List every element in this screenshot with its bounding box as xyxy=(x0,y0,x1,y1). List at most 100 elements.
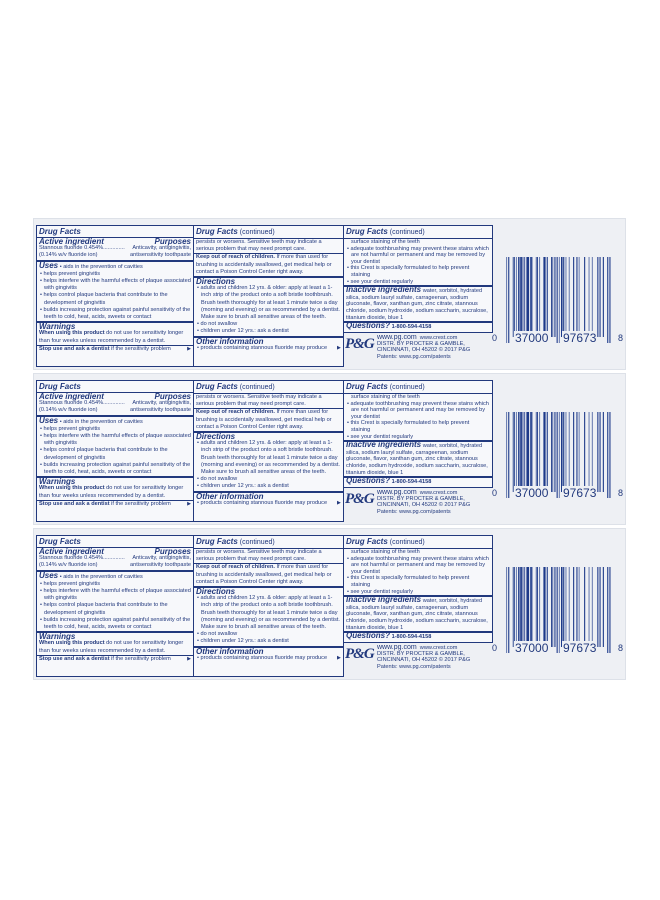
barcode-bar xyxy=(607,257,609,343)
barcode-bar xyxy=(543,257,545,337)
pg-logo: P&G xyxy=(345,336,375,352)
barcode-bar xyxy=(530,257,532,337)
barcode-bar xyxy=(518,412,520,492)
other-information-heading: Other information xyxy=(196,646,264,656)
barcode-bar xyxy=(554,257,556,337)
barcode-bar xyxy=(584,567,586,647)
drug-facts-column-3: Drug Facts (continued) surface staining … xyxy=(343,225,493,333)
other-information-continued: surface staining of the teeth xyxy=(351,394,420,400)
barcode-check-digit: 8 xyxy=(618,333,624,343)
barcode-bar xyxy=(536,257,538,337)
drug-facts-title: Drug Facts xyxy=(39,227,81,236)
purpose: antisensitivity toothpaste xyxy=(130,562,191,569)
barcode-bar xyxy=(576,257,578,337)
active-ingredient-heading: Active ingredient xyxy=(39,392,104,401)
inactive-ingredients: Inactive ingredients water, sorbitol, hy… xyxy=(346,595,488,631)
barcode-bar xyxy=(521,567,523,647)
barcode-left-group: 37000 xyxy=(514,486,550,500)
barcode-bar xyxy=(609,567,611,653)
use-item: • helps interfere with the harmful effec… xyxy=(40,433,191,447)
active-ingredient: Stannous fluoride 0.454%.............. xyxy=(39,400,125,407)
barcode-bar xyxy=(544,257,546,337)
barcode-bar xyxy=(602,412,604,492)
keep-out-of-reach: Keep out of reach of children. If more t… xyxy=(196,254,332,275)
drug-facts-continued-title: Drug Facts (continued) xyxy=(196,382,275,391)
warnings-heading: Warnings xyxy=(39,632,76,642)
barcode-bar xyxy=(578,412,580,492)
barcode-bar xyxy=(552,257,554,337)
other-information-item: • this Crest is specially formulated to … xyxy=(347,265,470,278)
other-information-item: • this Crest is specially formulated to … xyxy=(347,420,470,433)
warnings-heading: Warnings xyxy=(39,477,76,487)
barcode-bar xyxy=(568,412,570,492)
barcode-bar xyxy=(591,567,593,647)
direction-item: • adults and children 12 yrs. & older: a… xyxy=(197,285,340,321)
barcode-bar xyxy=(565,567,567,647)
barcode-bar xyxy=(528,412,530,492)
drug-facts-column-1: Drug Facts Active ingredient Purposes Sta… xyxy=(36,380,194,522)
pg-website: www.pg.com xyxy=(377,644,417,651)
direction-item: • children under 12 yrs.: ask a dentist xyxy=(197,638,289,645)
barcode-left-group: 37000 xyxy=(514,641,550,655)
warnings-continued: persists or worsens. Sensitive teeth may… xyxy=(196,394,322,408)
barcode-bar xyxy=(576,567,578,647)
barcode-bar xyxy=(607,567,609,653)
barcode-bar xyxy=(539,567,541,647)
other-information-item: • products containing stannous fluoride … xyxy=(197,499,341,506)
use-item: • builds increasing protection against p… xyxy=(40,306,191,321)
use-item: • helps control plaque bacteria that con… xyxy=(40,447,168,461)
drug-facts-column-2: Drug Facts (continued) persists or worse… xyxy=(193,380,344,522)
barcode-bar xyxy=(513,567,515,647)
drug-facts-column-2: Drug Facts (continued) persists or worse… xyxy=(193,225,344,367)
barcode-right-group: 97673 xyxy=(562,486,598,500)
barcode-bar xyxy=(525,257,527,337)
barcode-bar xyxy=(523,567,525,647)
active-ingredient-heading: Active ingredient xyxy=(39,547,104,556)
barcode-bar xyxy=(531,257,533,337)
barcode-bar xyxy=(558,257,560,343)
address: CINCINNATI, OH 45202 © 2017 P&G xyxy=(377,347,471,354)
other-information-item: • see your dentist regularly xyxy=(347,433,414,440)
barcode-bar xyxy=(518,567,520,647)
barcode-bar xyxy=(518,257,520,337)
barcode-bar xyxy=(578,257,580,337)
barcode-bar xyxy=(520,257,522,337)
other-information-continued: surface staining of the teeth xyxy=(351,239,420,245)
active-ingredient-heading: Active ingredient xyxy=(39,237,104,246)
crest-website: www.crest.com xyxy=(419,490,458,496)
barcode-bar xyxy=(544,412,546,492)
use-item: • helps prevent gingivitis xyxy=(40,270,101,277)
barcode-bar xyxy=(535,567,537,647)
barcode-bar xyxy=(546,567,548,647)
warnings-text: When using this product do not use for s… xyxy=(39,330,184,344)
other-information-heading: Other information xyxy=(196,491,264,501)
pg-distributor-block: P&G www.pg.com www.crest.com DISTR. BY P… xyxy=(343,644,493,677)
upc-barcode: 0 37000 97673 8 xyxy=(492,249,626,349)
directions-heading: Directions xyxy=(196,587,236,597)
barcode-bar xyxy=(573,257,575,337)
direction-item: • children under 12 yrs.: ask a dentist xyxy=(197,328,289,335)
direction-item: • adults and children 12 yrs. & older: a… xyxy=(197,595,340,631)
barcode-bar xyxy=(563,567,565,647)
patents: Patents: www.pg.com/patents xyxy=(377,353,451,360)
barcode-bar xyxy=(554,567,556,647)
uses-heading: Uses xyxy=(39,570,59,580)
barcode-bar xyxy=(536,412,538,492)
barcode-bar xyxy=(520,567,522,647)
keep-out-of-reach: Keep out of reach of children. If more t… xyxy=(196,564,332,585)
barcode-bar xyxy=(558,412,560,498)
barcode-bar xyxy=(536,567,538,647)
barcode-bar xyxy=(584,412,586,492)
barcode-bar xyxy=(521,257,523,337)
barcode-bar xyxy=(588,567,590,647)
fluoride-ion: (0.14% w/v fluoride ion) xyxy=(39,407,98,414)
warnings-continued: persists or worsens. Sensitive teeth may… xyxy=(196,549,322,563)
fluoride-ion: (0.14% w/v fluoride ion) xyxy=(39,252,98,259)
barcode-bar xyxy=(602,567,604,647)
barcode-bar xyxy=(552,567,554,647)
barcode-bar xyxy=(562,567,564,647)
barcode-bar xyxy=(530,412,532,492)
barcode-bar xyxy=(556,257,558,343)
drug-facts-continued-title: Drug Facts (continued) xyxy=(346,382,425,391)
barcode-bar xyxy=(525,567,527,647)
